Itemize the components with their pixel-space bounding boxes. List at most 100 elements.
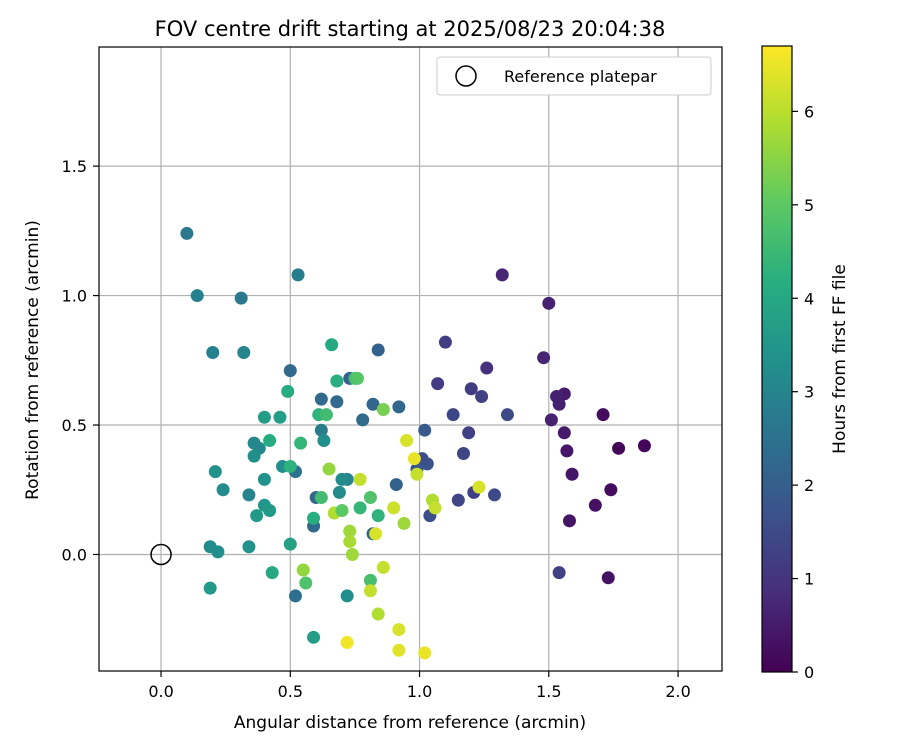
colorbar-label: Hours from first FF file: [830, 264, 850, 454]
plot-frame: [98, 46, 723, 672]
data-point: [257, 472, 271, 486]
data-point: [322, 462, 336, 476]
colorbar-gradient: [761, 45, 793, 673]
data-point: [296, 563, 310, 577]
data-point: [335, 472, 349, 486]
grid-lines: [99, 47, 722, 671]
reference-marker: [150, 543, 172, 566]
data-point: [565, 467, 579, 481]
data-point: [552, 566, 566, 580]
data-point: [283, 364, 297, 378]
data-point: [371, 509, 385, 523]
data-point: [371, 343, 385, 357]
chart-title: FOV centre drift starting at 2025/08/23 …: [155, 17, 666, 41]
data-point: [190, 289, 204, 303]
plot-area: [99, 47, 722, 671]
data-point: [462, 426, 476, 440]
data-point: [351, 371, 365, 385]
data-point: [216, 483, 230, 497]
colorbar-tick-label: 3: [804, 383, 814, 402]
data-point: [366, 397, 380, 411]
colorbar-ticks: 0 1 2 3 4 5 6: [792, 102, 814, 682]
data-point: [446, 408, 460, 422]
data-point: [343, 535, 357, 549]
x-tick-label: 1.0: [407, 682, 432, 701]
data-point: [206, 346, 220, 360]
data-point: [392, 643, 406, 657]
data-point: [376, 560, 390, 574]
data-point: [247, 436, 261, 450]
data-point: [203, 540, 217, 554]
data-point: [637, 439, 651, 453]
data-point: [387, 501, 401, 515]
data-point: [371, 607, 385, 621]
x-axis-label: Angular distance from reference (arcmin): [234, 713, 586, 733]
data-point: [263, 434, 277, 448]
data-point: [369, 527, 383, 541]
legend-box: [436, 56, 712, 96]
data-point: [596, 408, 610, 422]
x-tick-label: 0.0: [148, 682, 173, 701]
data-point: [330, 395, 344, 409]
x-tick-label: 2.0: [665, 682, 690, 701]
data-point: [418, 423, 432, 437]
data-point: [588, 498, 602, 512]
data-point: [438, 335, 452, 349]
data-point: [307, 630, 321, 644]
y-tick-label: 1.0: [62, 287, 87, 306]
data-point: [376, 402, 390, 416]
data-point: [418, 646, 432, 660]
data-point: [307, 511, 321, 525]
data-point: [480, 361, 494, 375]
data-point: [317, 434, 331, 448]
data-point: [353, 501, 367, 515]
x-tick-label: 0.5: [278, 682, 303, 701]
data-point: [542, 296, 556, 310]
data-point: [407, 452, 421, 466]
colorbar-tick-label: 0: [804, 663, 814, 682]
data-point: [299, 576, 313, 590]
data-point: [340, 636, 354, 650]
colorbar: 0 1 2 3 4 5 6 Hours from first FF file: [761, 45, 850, 682]
data-point: [330, 374, 344, 388]
colorbar-tick-label: 6: [804, 102, 814, 121]
data-point: [242, 540, 256, 554]
data-point: [495, 268, 509, 282]
data-point: [500, 408, 514, 422]
data-point: [208, 465, 222, 479]
data-point: [604, 483, 618, 497]
data-point: [552, 397, 566, 411]
y-tick-label: 0.5: [62, 416, 87, 435]
data-point: [488, 488, 502, 502]
data-point: [273, 410, 287, 424]
data-point: [544, 413, 558, 427]
data-point: [242, 488, 256, 502]
data-point: [343, 524, 357, 538]
data-point: [180, 226, 194, 240]
data-point: [612, 441, 626, 455]
data-point: [283, 537, 297, 551]
data-point: [294, 436, 308, 450]
data-point: [332, 485, 346, 499]
data-point: [234, 291, 248, 305]
data-point: [397, 516, 411, 530]
data-point: [353, 472, 367, 486]
data-point: [389, 478, 403, 492]
data-point: [560, 444, 574, 458]
colorbar-tick-label: 1: [804, 570, 814, 589]
data-point: [431, 377, 445, 391]
data-point: [475, 390, 489, 404]
data-point: [451, 493, 465, 507]
data-point: [363, 573, 377, 587]
data-point: [557, 426, 571, 440]
data-point: [314, 423, 328, 437]
data-point: [340, 589, 354, 603]
data-point: [263, 503, 277, 517]
data-point: [281, 384, 295, 398]
data-point: [288, 589, 302, 603]
data-point: [237, 346, 251, 360]
y-tick-label: 0.0: [62, 545, 87, 564]
legend-label: Reference platepar: [504, 67, 657, 86]
data-point: [464, 382, 478, 396]
